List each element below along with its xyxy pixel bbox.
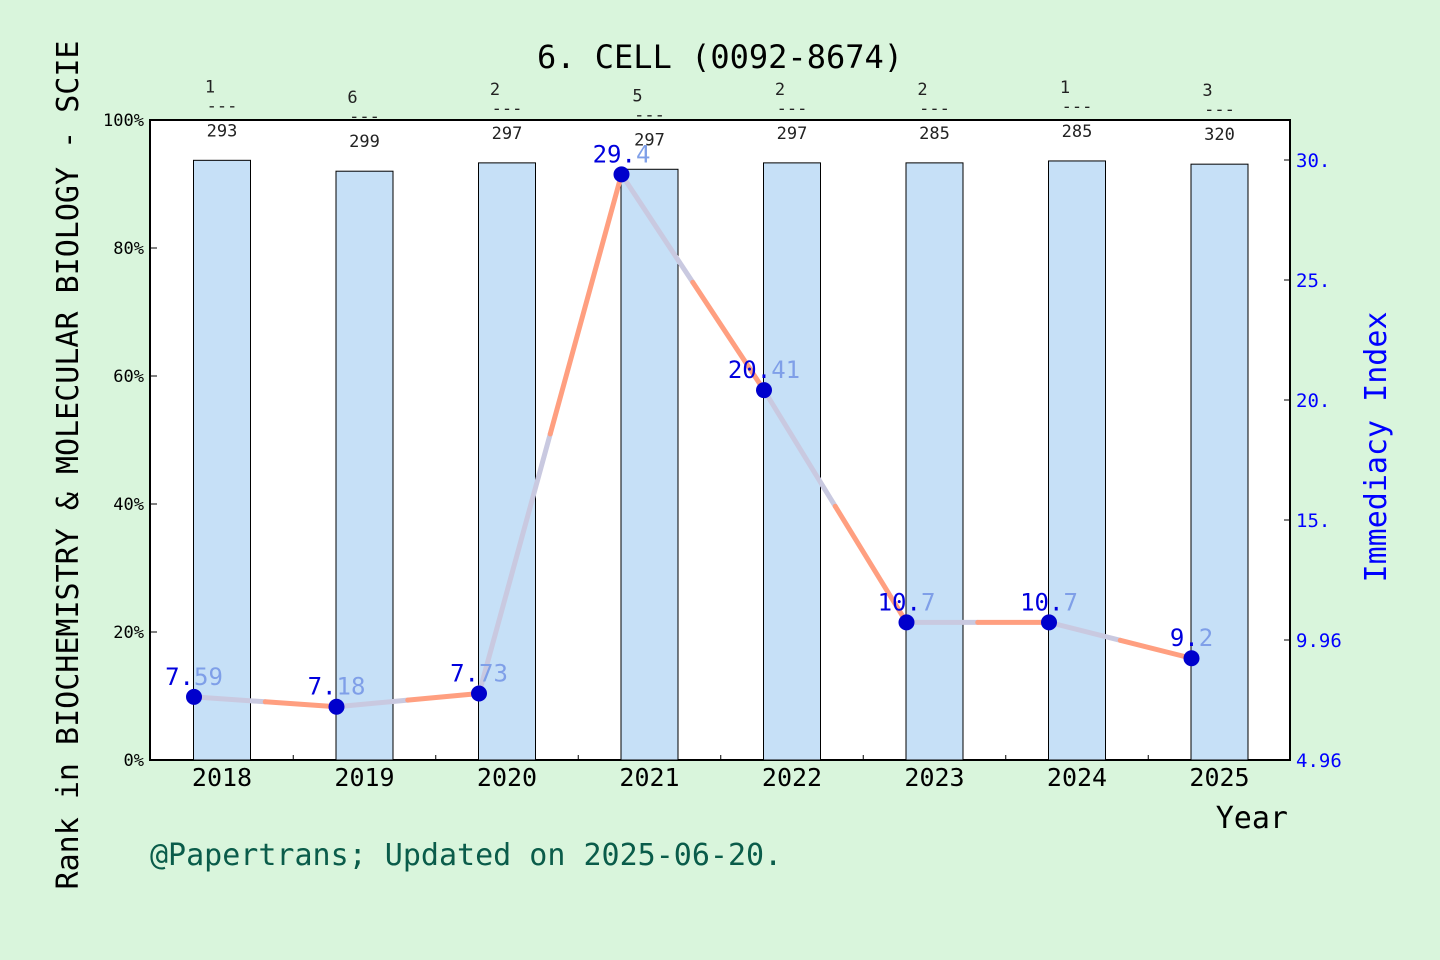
line-value-label: 20.41 [728, 356, 800, 384]
x-axis-tick-label: 2023 [904, 763, 964, 792]
plot-area [149, 119, 1291, 761]
x-axis-tick-label: 2019 [334, 763, 394, 792]
line-segment [1117, 637, 1194, 661]
line-segment [476, 431, 553, 697]
rank-separator: --- [634, 105, 665, 125]
x-axis: 2018 2019 2020 2021 2022 2023 2024 2025 [192, 755, 1250, 792]
line-point [613, 166, 630, 183]
rank-separator: --- [1062, 97, 1093, 117]
x-axis-tick-label: 2024 [1047, 763, 1107, 792]
right-axis-tick-label: 9.96 [1296, 630, 1342, 652]
bar [905, 162, 964, 761]
x-axis-tick-label: 2022 [762, 763, 822, 792]
rank-total: 297 [634, 130, 665, 150]
rank-annotations: 1---2936---2992---2975---2972---2972---2… [205, 77, 1235, 152]
bar [1048, 160, 1106, 761]
line-value-label: 7.18 [308, 673, 366, 701]
line-value-label: 7.73 [450, 660, 508, 688]
footer-note: @Papertrans; Updated on 2025-06-20. [150, 838, 782, 873]
line-point [1183, 650, 1200, 667]
line-segment [334, 697, 411, 710]
rank-separator: --- [777, 99, 808, 119]
bar [1190, 163, 1249, 761]
rank-separator: --- [1204, 100, 1235, 120]
right-axis-tick-label: 30. [1296, 150, 1330, 172]
line-value-label: 9.2 [1170, 624, 1213, 652]
line-value-label: 29.4 [593, 140, 651, 168]
line-series [191, 171, 1194, 710]
rank-number: 2 [490, 80, 500, 100]
rank-number: 2 [775, 80, 785, 100]
line-point [1041, 614, 1057, 631]
left-axis-tick-label: 20% [113, 623, 144, 643]
rank-total: 297 [492, 124, 523, 144]
rank-number: 5 [632, 86, 642, 106]
line-segment [405, 691, 482, 703]
line-points [186, 166, 1200, 715]
line-point [898, 614, 915, 631]
rank-number: 6 [347, 88, 357, 108]
line-value-label: 10.7 [1020, 588, 1078, 616]
line-point [471, 685, 487, 702]
line-segment [761, 387, 838, 509]
right-axis-tick-label: 15. [1296, 510, 1330, 532]
x-axis-label: Year [1216, 801, 1288, 836]
bar [193, 159, 251, 761]
rank-separator: --- [492, 99, 523, 119]
rank-total: 293 [207, 121, 238, 141]
line-point [328, 698, 345, 715]
x-axis-tick-label: 2020 [477, 763, 537, 792]
x-axis-tick-label: 2018 [192, 763, 252, 792]
rank-total: 320 [1204, 125, 1235, 145]
line-segment [547, 171, 624, 437]
rank-total: 285 [1062, 122, 1093, 142]
left-axis-tick-label: 80% [113, 239, 144, 259]
bar [763, 162, 821, 761]
rank-separator: --- [207, 96, 238, 116]
line-segment [191, 694, 268, 705]
bar [620, 168, 679, 761]
rank-total: 297 [777, 124, 808, 144]
rank-separator: --- [349, 107, 380, 127]
line-value-label: 7.59 [165, 663, 223, 691]
x-axis-tick-label: 2025 [1189, 763, 1249, 792]
line-point [186, 688, 202, 705]
line-value-label: 10.7 [878, 588, 936, 616]
line-segment [1046, 619, 1123, 643]
line-segment [262, 699, 339, 710]
right-axis: 4.96 9.96 15. 20. 25. 30. [1284, 150, 1342, 772]
rank-number: 2 [917, 80, 927, 100]
right-axis-tick-label: 4.96 [1296, 750, 1342, 772]
rank-total: 285 [919, 124, 950, 144]
chart-title: 6. CELL (0092-8674) [537, 38, 903, 76]
line-point [756, 382, 772, 399]
rank-number: 1 [205, 77, 215, 97]
left-axis-tick-label: 40% [113, 495, 144, 515]
right-axis-tick-label: 20. [1296, 390, 1330, 412]
line-segment [690, 279, 767, 393]
rank-separator: --- [919, 99, 950, 119]
x-axis-tick-label: 2021 [619, 763, 679, 792]
bar [335, 170, 394, 761]
right-axis-tick-label: 25. [1296, 270, 1330, 292]
left-axis-tick-label: 0% [124, 751, 144, 771]
right-axis-label: Immediacy Index [1359, 312, 1394, 583]
left-axis-tick-label: 100% [103, 111, 144, 131]
rank-number: 1 [1060, 78, 1070, 98]
rank-number: 3 [1202, 81, 1212, 101]
line-segment [832, 503, 909, 625]
rank-total: 299 [349, 132, 380, 152]
line-value-labels: 7.59 7.18 7.73 29.4 20.41 10.7 10.7 9.2 [165, 140, 1213, 700]
left-axis-tick-label: 60% [113, 367, 144, 387]
line-segment [619, 171, 696, 285]
bar-series [193, 159, 1249, 761]
left-axis: 0% 20% 40% 60% 80% 100% [103, 111, 157, 771]
left-axis-label: Rank in BIOCHEMISTRY & MOLECULAR BIOLOGY… [51, 41, 86, 890]
